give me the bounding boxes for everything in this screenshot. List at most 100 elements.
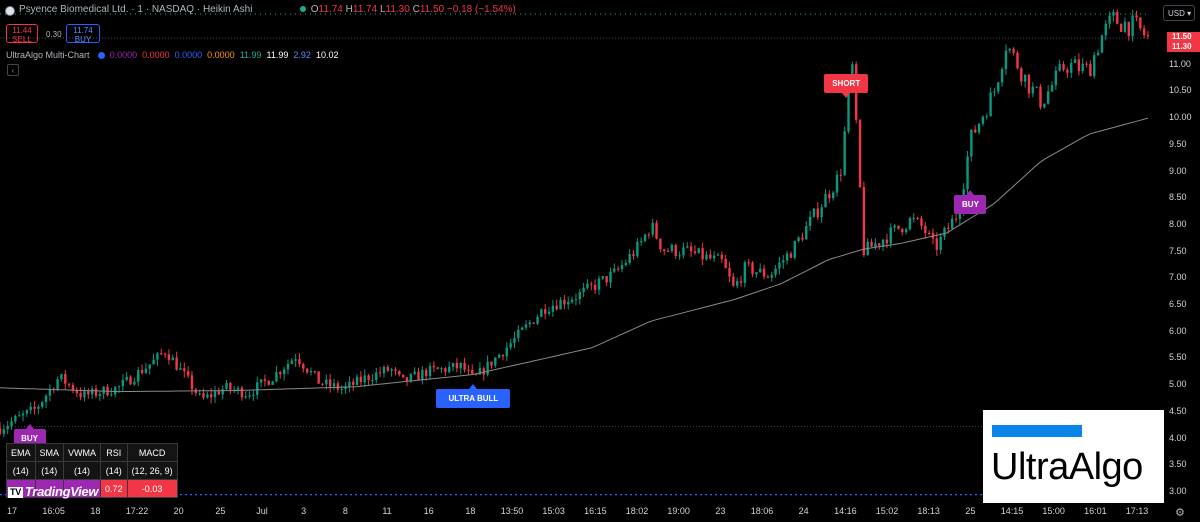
- candle-body: [509, 343, 512, 348]
- candle-body: [659, 238, 662, 250]
- time-tick-label: 15:02: [875, 506, 899, 516]
- candle-body: [217, 391, 221, 395]
- currency-selector[interactable]: USD ▾: [1163, 5, 1195, 21]
- collapse-legend-icon[interactable]: ‹: [7, 64, 19, 76]
- candle-body: [348, 381, 351, 387]
- time-tick-label: 17: [6, 506, 18, 516]
- candle-body: [824, 194, 827, 208]
- signal-pointer-icon: [469, 383, 478, 389]
- candle-body: [163, 353, 167, 355]
- signal-pointer-icon: [966, 189, 975, 195]
- candle-body: [1008, 48, 1011, 51]
- candle-body: [102, 386, 105, 395]
- ohlc-high: 11.74: [352, 4, 378, 15]
- candle-body: [409, 374, 413, 382]
- indicator-settings-icon[interactable]: [98, 52, 106, 60]
- candle-body: [643, 234, 647, 242]
- candle-body: [198, 393, 201, 395]
- candle-body: [678, 255, 681, 257]
- candle-body: [286, 363, 290, 370]
- buy-button[interactable]: 11.74 BUY: [66, 24, 100, 44]
- indicator-name[interactable]: UltraAlgo Multi-Chart: [6, 50, 90, 60]
- sell-button[interactable]: 11.44 SELL: [6, 24, 38, 44]
- table-header: VWMA: [63, 443, 102, 462]
- candle-body: [317, 371, 320, 384]
- candle-body: [14, 416, 17, 422]
- candle-body: [56, 379, 59, 390]
- candle-body: [33, 406, 36, 409]
- table-header: SMA: [34, 443, 65, 462]
- price-tick-label: 5.50: [1169, 352, 1187, 363]
- price-tick-label: 3.00: [1169, 485, 1187, 496]
- candle-body: [939, 236, 942, 250]
- candle-body: [179, 368, 182, 370]
- price-tick-label: 7.50: [1169, 245, 1187, 256]
- tradingview-logo[interactable]: TV TradingView: [8, 484, 116, 499]
- current-price-label: 11.50: [1167, 32, 1200, 43]
- candle-body: [1146, 35, 1150, 37]
- candle-body: [728, 268, 731, 277]
- candle-body: [805, 225, 808, 240]
- time-tick-label: 16:15: [584, 506, 607, 516]
- candle-body: [624, 262, 628, 266]
- candle-body: [501, 354, 505, 357]
- candle-body: [248, 395, 251, 397]
- price-tick-label: 6.50: [1169, 299, 1187, 310]
- candle-body: [206, 394, 209, 398]
- candle-body: [305, 368, 309, 373]
- candle-body: [486, 361, 489, 375]
- candle-body: [985, 116, 988, 118]
- signal-tag: ULTRA BULL: [436, 388, 511, 408]
- candle-body: [847, 90, 850, 132]
- signal-pointer-icon: [842, 93, 851, 99]
- time-tick-label: 11: [382, 506, 392, 516]
- time-tick-label: 14:16: [834, 506, 857, 516]
- indicator-value: 2.92: [293, 50, 311, 60]
- price-tick-label: 11.00: [1169, 58, 1191, 69]
- candle-body: [490, 361, 493, 366]
- candle-body: [309, 371, 313, 373]
- candle-body: [1085, 63, 1088, 65]
- indicator-legend[interactable]: UltraAlgo Multi-Chart 0.0000 0.0000 0.0000…: [6, 50, 343, 60]
- moving-average-line: [0, 117, 1149, 393]
- candle-body: [793, 241, 796, 258]
- candle-body: [378, 372, 382, 374]
- candle-body: [167, 354, 171, 361]
- symbol-title[interactable]: Psyence Biomedical Ltd. · 1 · NASDAQ · H…: [19, 4, 253, 15]
- candle-body: [240, 387, 244, 398]
- candle-body: [302, 363, 305, 369]
- candle-body: [313, 371, 317, 373]
- candle-body: [451, 362, 455, 367]
- candle-body: [367, 375, 370, 381]
- candle-body: [1012, 48, 1015, 53]
- price-tick-label: 9.50: [1169, 138, 1187, 149]
- candle-body: [1004, 50, 1008, 70]
- candle-body: [582, 287, 585, 293]
- candle-body: [1131, 15, 1134, 37]
- candle-body: [1020, 68, 1023, 82]
- candle-body: [682, 247, 685, 256]
- candle-body: [751, 262, 754, 275]
- candle-body: [524, 324, 528, 328]
- candle-body: [686, 246, 689, 248]
- candle-body: [1142, 28, 1146, 36]
- ohlc-open: 11.74: [318, 4, 343, 15]
- candle-body: [1023, 74, 1027, 82]
- candle-body: [121, 379, 125, 387]
- gear-icon[interactable]: ⚙: [1175, 507, 1185, 519]
- candle-body: [977, 123, 981, 133]
- candle-body: [597, 278, 601, 290]
- time-tick-label: 25: [215, 506, 226, 516]
- candle-body: [924, 225, 927, 233]
- candle-body: [816, 208, 820, 218]
- candle-body: [428, 365, 432, 377]
- candle-body: [202, 393, 205, 398]
- signal-tag: BUY: [954, 194, 987, 214]
- price-tick-label: 9.00: [1169, 165, 1187, 176]
- indicator-value: 0.0000: [109, 50, 138, 60]
- candle-body: [893, 225, 896, 228]
- candle-body: [774, 268, 777, 275]
- candle-body: [578, 292, 581, 300]
- candle-body: [567, 302, 570, 305]
